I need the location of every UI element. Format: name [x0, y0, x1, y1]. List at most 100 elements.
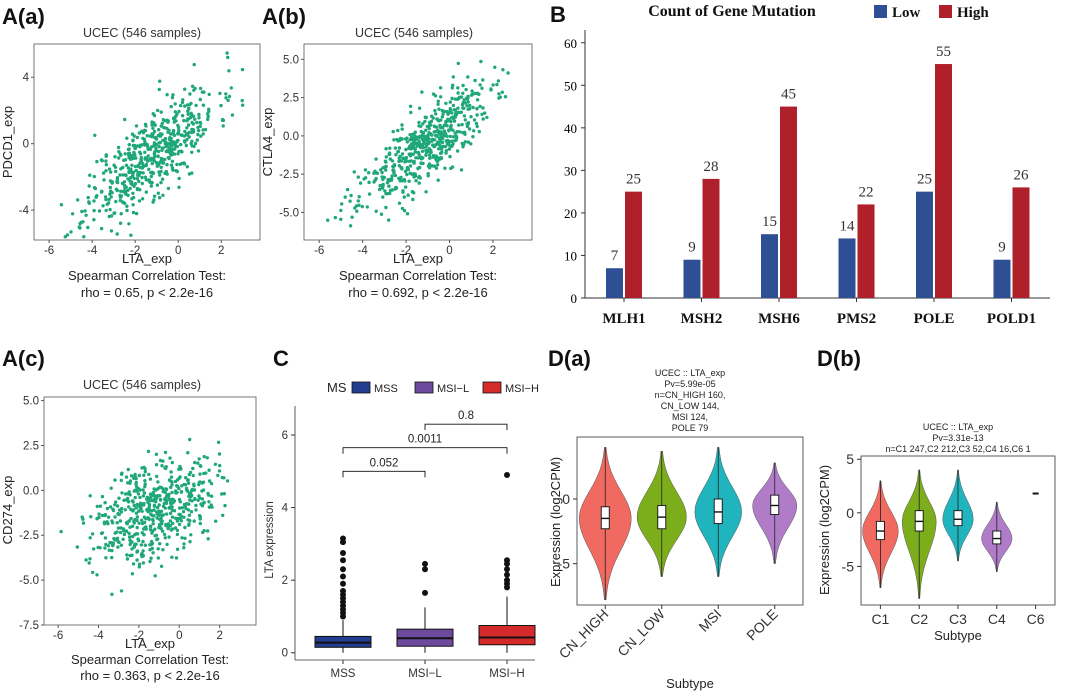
- data-point: [478, 104, 482, 109]
- data-point: [150, 161, 154, 166]
- data-point: [156, 108, 160, 113]
- data-point: [393, 173, 398, 178]
- data-point: [374, 176, 378, 181]
- data-point: [356, 175, 360, 179]
- data-point: [204, 471, 208, 475]
- data-point: [149, 184, 153, 188]
- data-point: [140, 521, 145, 526]
- data-point: [198, 517, 202, 521]
- data-point: [133, 495, 137, 500]
- data-point: [154, 533, 159, 537]
- data-point: [476, 91, 480, 96]
- x-ticks: -6 -4 -2 0 2: [53, 625, 223, 642]
- stat-line-1: Spearman Correlation Test:: [71, 652, 229, 667]
- data-point: [481, 106, 485, 110]
- data-point: [157, 141, 161, 145]
- data-point: [103, 546, 107, 550]
- data-point: [384, 192, 388, 196]
- data-point: [176, 484, 180, 489]
- data-point: [137, 565, 141, 569]
- data-point: [128, 493, 132, 497]
- data-point: [115, 188, 120, 193]
- data-point: [413, 130, 417, 134]
- data-point: [397, 159, 401, 164]
- data-point: [349, 193, 353, 198]
- y-tick-label: 0: [571, 291, 578, 306]
- data-point: [98, 504, 103, 508]
- data-point: [427, 120, 432, 125]
- outlier: [340, 557, 346, 564]
- data-point: [121, 165, 125, 170]
- y-tick-label: -5: [558, 556, 571, 572]
- data-point: [141, 171, 145, 175]
- data-point: [188, 540, 192, 544]
- data-point: [419, 161, 423, 165]
- data-point: [188, 92, 192, 96]
- data-point: [131, 562, 136, 566]
- data-point: [182, 162, 187, 166]
- data-point: [92, 199, 96, 203]
- data-point: [139, 152, 143, 156]
- data-point: [191, 466, 195, 471]
- data-point: [135, 558, 139, 562]
- data-point: [107, 214, 112, 219]
- data-point: [420, 90, 424, 94]
- data-point: [111, 521, 115, 525]
- data-point: [138, 165, 142, 170]
- data-point: [409, 143, 413, 147]
- data-point: [440, 131, 444, 136]
- data-point: [202, 454, 206, 459]
- data-point: [384, 168, 388, 172]
- data-point: [463, 130, 467, 135]
- data-point: [190, 139, 194, 143]
- data-point: [186, 112, 190, 117]
- data-point: [164, 466, 168, 471]
- data-point: [175, 547, 180, 551]
- y-tick-label: 60: [564, 36, 577, 51]
- data-point: [125, 208, 129, 213]
- data-point: [113, 503, 117, 507]
- data-point: [131, 172, 135, 176]
- data-point: [430, 133, 434, 137]
- data-point: [459, 168, 464, 172]
- data-point: [433, 94, 438, 98]
- data-point: [350, 215, 354, 219]
- data-point: [167, 145, 172, 149]
- data-point: [348, 199, 352, 203]
- data-point: [117, 496, 121, 500]
- data-point: [90, 532, 95, 536]
- data-point: [148, 543, 152, 547]
- data-point: [437, 107, 441, 111]
- data-point: [160, 529, 165, 533]
- category-label: C6: [1027, 611, 1045, 627]
- data-point: [113, 531, 117, 535]
- data-point: [196, 461, 200, 465]
- data-point: [162, 501, 166, 506]
- data-point: [457, 96, 461, 101]
- data-point: [383, 159, 388, 163]
- data-point: [177, 522, 182, 527]
- data-point: [102, 520, 107, 524]
- data-point: [439, 118, 443, 122]
- data-point: [151, 171, 155, 176]
- data-point: [217, 469, 222, 473]
- data-point: [138, 488, 142, 492]
- data-point: [172, 120, 176, 124]
- data-point: [192, 88, 196, 92]
- data-point: [425, 124, 429, 129]
- data-point: [169, 139, 173, 143]
- data-point: [163, 490, 167, 494]
- panel-label-d-b: D(b): [817, 346, 861, 371]
- data-point: [128, 157, 133, 161]
- data-point: [158, 173, 162, 177]
- data-point: [451, 75, 455, 79]
- data-point: [217, 452, 222, 456]
- data-point: [451, 103, 456, 108]
- data-point: [142, 142, 146, 146]
- data-point: [164, 169, 168, 174]
- data-point: [152, 141, 157, 145]
- data-point: [169, 104, 173, 109]
- data-point: [129, 154, 133, 159]
- bar-value-label: 25: [917, 172, 932, 188]
